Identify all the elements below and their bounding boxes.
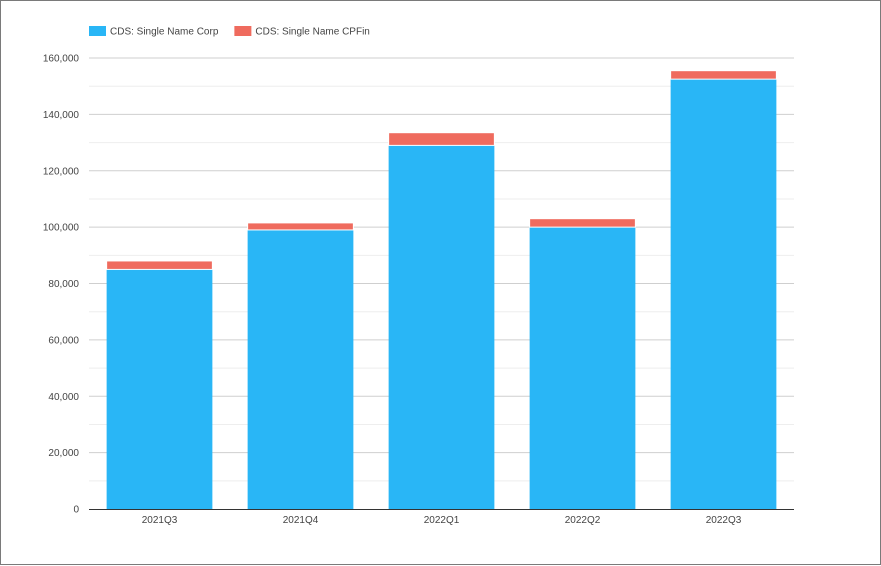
legend-label: CDS: Single Name Corp <box>110 27 219 38</box>
bar-segment-0-2022Q3[interactable] <box>670 79 777 509</box>
y-tick-label: 120,000 <box>43 166 80 177</box>
bar-group-2021Q3[interactable] <box>106 260 213 509</box>
y-tick-label: 80,000 <box>48 279 79 290</box>
legend-item-0[interactable]: CDS: Single Name Corp <box>89 26 219 38</box>
bar-segment-0-2022Q1[interactable] <box>388 145 495 509</box>
x-tick-label: 2022Q2 <box>565 515 601 526</box>
x-axis: 2021Q3 2021Q4 2022Q1 2022Q2 2022Q3 <box>89 509 794 526</box>
x-tick-label: 2022Q1 <box>424 515 460 526</box>
bar-segment-0-2022Q2[interactable] <box>529 227 636 509</box>
bar-segment-1-2022Q3[interactable] <box>670 70 777 80</box>
y-tick-label: 140,000 <box>43 110 80 121</box>
y-tick-label: 0 <box>73 505 79 516</box>
y-tick-label: 20,000 <box>48 448 79 459</box>
y-axis: 0 20,000 40,000 60,000 80,000 100,000 120,000 1… <box>43 54 80 516</box>
bar-group-2022Q3[interactable] <box>670 70 777 509</box>
bar-segment-1-2021Q4[interactable] <box>247 222 354 231</box>
bar-group-2022Q2[interactable] <box>529 218 636 509</box>
bar-segment-0-2021Q4[interactable] <box>247 229 354 509</box>
bar-segment-1-2022Q1[interactable] <box>388 132 495 146</box>
x-tick-label: 2021Q4 <box>283 515 319 526</box>
legend-swatch <box>234 26 252 36</box>
bar-segment-1-2022Q2[interactable] <box>529 218 636 228</box>
y-tick-label: 60,000 <box>48 335 79 346</box>
y-tick-label: 40,000 <box>48 392 79 403</box>
x-tick-label: 2022Q3 <box>706 515 742 526</box>
legend-item-1[interactable]: CDS: Single Name CPFin <box>234 26 370 38</box>
x-tick-label: 2021Q3 <box>142 515 178 526</box>
y-tick-label: 100,000 <box>43 223 80 234</box>
bar-group-2021Q4[interactable] <box>247 222 354 509</box>
legend-swatch <box>89 26 106 36</box>
bar-segment-0-2021Q3[interactable] <box>106 269 213 509</box>
bar-group-2022Q1[interactable] <box>388 132 495 509</box>
bar-segment-1-2021Q3[interactable] <box>106 260 213 270</box>
legend: CDS: Single Name Corp CDS: Single Name CP… <box>89 26 370 38</box>
y-tick-label: 160,000 <box>43 54 80 65</box>
legend-label: CDS: Single Name CPFin <box>255 27 369 38</box>
bars <box>106 70 777 509</box>
